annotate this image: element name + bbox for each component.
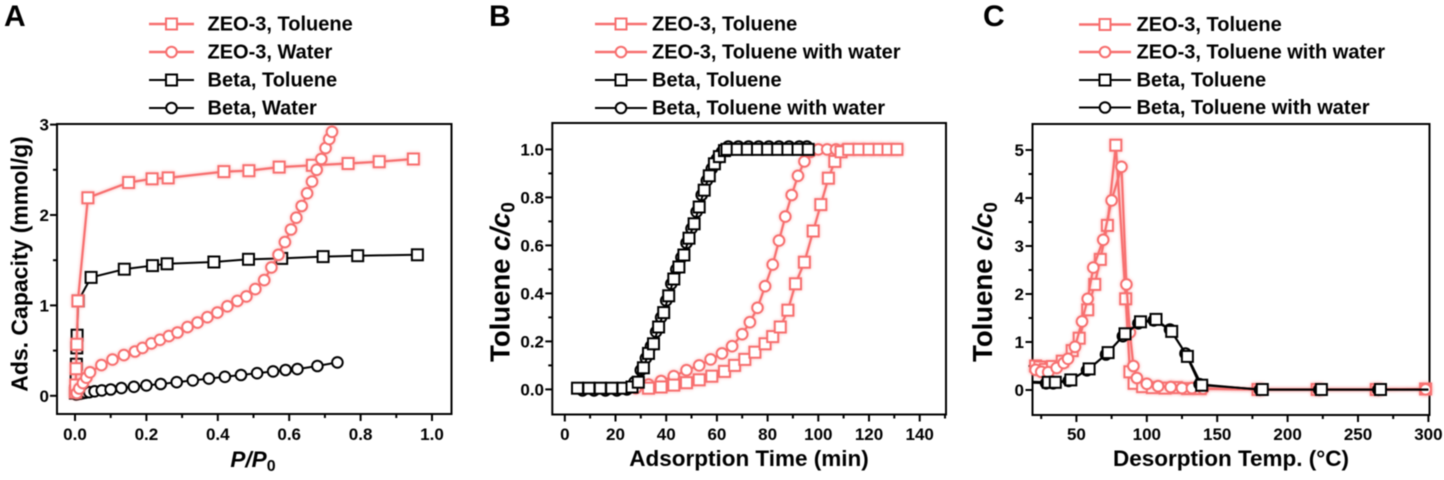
svg-text:0.0: 0.0: [63, 425, 87, 444]
svg-text:2: 2: [40, 206, 49, 225]
svg-text:1: 1: [1015, 333, 1024, 352]
svg-text:ZEO-3, Toluene: ZEO-3, Toluene: [652, 14, 797, 36]
svg-text:B: B: [489, 0, 511, 33]
svg-text:ZEO-3, Toluene with water: ZEO-3, Toluene with water: [1137, 42, 1386, 64]
svg-text:0: 0: [40, 387, 49, 406]
svg-text:Toluene c/c0: Toluene c/c0: [967, 202, 1002, 362]
svg-text:40: 40: [657, 425, 676, 444]
svg-text:C: C: [983, 0, 1005, 33]
svg-text:Beta, Toluene with water: Beta, Toluene with water: [1137, 97, 1370, 119]
svg-text:ZEO-3, Toluene: ZEO-3, Toluene: [1137, 14, 1282, 36]
svg-text:200: 200: [1273, 425, 1301, 444]
svg-text:60: 60: [707, 425, 726, 444]
svg-text:Ads. Capacity (mmol/g): Ads. Capacity (mmol/g): [7, 136, 33, 392]
svg-text:0.0: 0.0: [520, 380, 544, 399]
svg-text:Desorption Temp. (°C): Desorption Temp. (°C): [1113, 446, 1349, 471]
svg-text:ZEO-3, Toluene with water: ZEO-3, Toluene with water: [652, 42, 901, 64]
svg-text:0.6: 0.6: [520, 236, 544, 255]
svg-text:Adsorption Time (min): Adsorption Time (min): [629, 446, 869, 471]
svg-text:1.0: 1.0: [520, 140, 544, 159]
svg-text:Beta, Toluene: Beta, Toluene: [208, 70, 338, 92]
svg-text:1.0: 1.0: [420, 425, 444, 444]
svg-text:4: 4: [1015, 189, 1025, 208]
svg-text:0.8: 0.8: [520, 188, 544, 207]
svg-text:0: 0: [560, 425, 569, 444]
svg-text:80: 80: [758, 425, 777, 444]
svg-text:2: 2: [1015, 285, 1024, 304]
svg-text:ZEO-3, Water: ZEO-3, Water: [208, 42, 333, 64]
svg-text:0.4: 0.4: [520, 284, 544, 303]
svg-text:250: 250: [1344, 425, 1372, 444]
svg-text:Beta, Toluene: Beta, Toluene: [1137, 70, 1267, 92]
svg-text:5: 5: [1015, 141, 1024, 160]
svg-text:3: 3: [40, 116, 49, 135]
svg-text:0.4: 0.4: [206, 425, 230, 444]
svg-text:100: 100: [804, 425, 832, 444]
svg-text:Beta, Water: Beta, Water: [208, 98, 318, 120]
svg-text:P/P0: P/P0: [230, 447, 275, 475]
svg-text:20: 20: [606, 425, 625, 444]
svg-text:1: 1: [40, 296, 49, 315]
svg-text:50: 50: [1067, 425, 1086, 444]
svg-text:Beta, Toluene with water: Beta, Toluene with water: [652, 98, 885, 120]
svg-text:150: 150: [1203, 425, 1231, 444]
svg-text:140: 140: [906, 425, 934, 444]
svg-text:3: 3: [1015, 237, 1024, 256]
svg-text:0.6: 0.6: [277, 425, 301, 444]
svg-text:120: 120: [855, 425, 883, 444]
svg-text:Beta, Toluene: Beta, Toluene: [652, 70, 782, 92]
svg-text:0.2: 0.2: [135, 425, 159, 444]
svg-text:0.2: 0.2: [520, 332, 544, 351]
svg-text:Toluene c/c0: Toluene c/c0: [485, 202, 520, 362]
svg-text:A: A: [4, 0, 26, 33]
svg-text:100: 100: [1133, 425, 1161, 444]
svg-text:0: 0: [1015, 381, 1024, 400]
svg-text:0.8: 0.8: [349, 425, 373, 444]
svg-text:300: 300: [1414, 425, 1442, 444]
svg-text:ZEO-3, Toluene: ZEO-3, Toluene: [208, 14, 353, 36]
